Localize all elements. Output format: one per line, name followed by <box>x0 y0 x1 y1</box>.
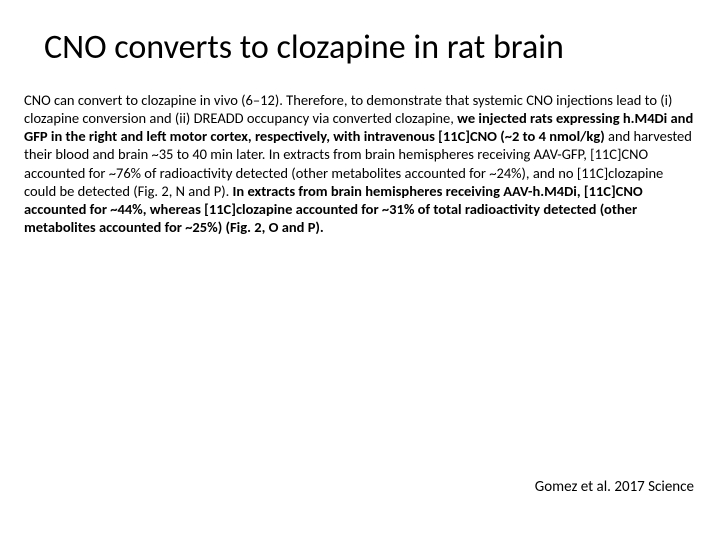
slide-title: CNO converts to clozapine in rat brain <box>24 28 696 67</box>
slide: CNO converts to clozapine in rat brain C… <box>0 0 720 540</box>
slide-body: CNO can convert to clozapine in vivo (6–… <box>24 91 696 236</box>
citation: Gomez et al. 2017 Science <box>535 478 694 496</box>
